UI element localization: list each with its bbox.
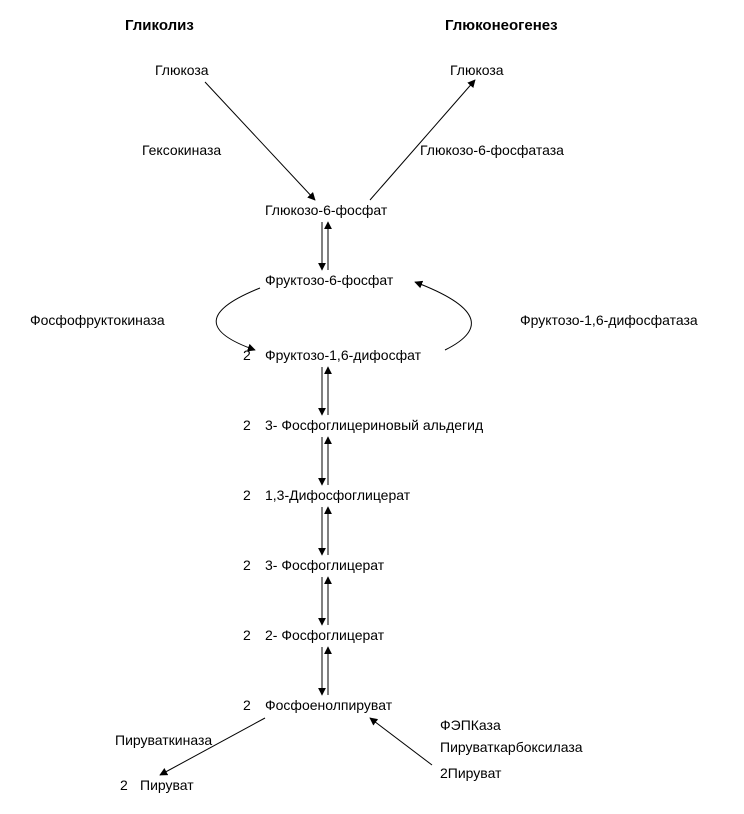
node-hk: Гексокиназа	[142, 142, 221, 158]
node-pg3: 3- Фосфоглицерат	[265, 557, 385, 573]
node-f16bp_n: 2	[243, 347, 251, 363]
node-pg3_n: 2	[243, 557, 251, 573]
node-pc: Пируваткарбоксилаза	[440, 739, 583, 755]
header-right: Глюконеогенез	[445, 17, 558, 34]
node-glc_L: Глюкоза	[155, 62, 209, 78]
header-left: Гликолиз	[125, 17, 194, 34]
node-pepck: ФЭПКаза	[440, 717, 501, 733]
node-pfk: Фосфофруктокиназа	[30, 312, 165, 328]
node-f16bp: Фруктозо-1,6-дифосфат	[265, 347, 422, 363]
node-pep: Фосфоенолпируват	[265, 697, 393, 713]
node-glc_R: Глюкоза	[450, 62, 504, 78]
node-bpg_n: 2	[243, 487, 251, 503]
node-pyr_R: 2Пируват	[440, 765, 502, 781]
node-pyr_L_n: 2	[120, 777, 128, 793]
node-pyr_L: Пируват	[140, 777, 194, 793]
node-pg2_n: 2	[243, 627, 251, 643]
node-pep_n: 2	[243, 697, 251, 713]
node-bpg: 1,3-Дифосфоглицерат	[265, 487, 411, 503]
node-fbpase: Фруктозо-1,6-дифосфатаза	[520, 312, 698, 328]
canvas-bg	[0, 0, 744, 814]
node-g3p_n: 2	[243, 417, 251, 433]
node-g6pase: Глюкозо-6-фосфатаза	[420, 142, 564, 158]
node-f6p: Фруктозо-6-фосфат	[265, 272, 394, 288]
node-pk: Пируваткиназа	[115, 732, 212, 748]
node-g6p: Глюкозо-6-фосфат	[265, 202, 388, 218]
node-pg2: 2- Фосфоглицерат	[265, 627, 385, 643]
node-g3p: 3- Фосфоглицериновый альдегид	[265, 417, 483, 433]
